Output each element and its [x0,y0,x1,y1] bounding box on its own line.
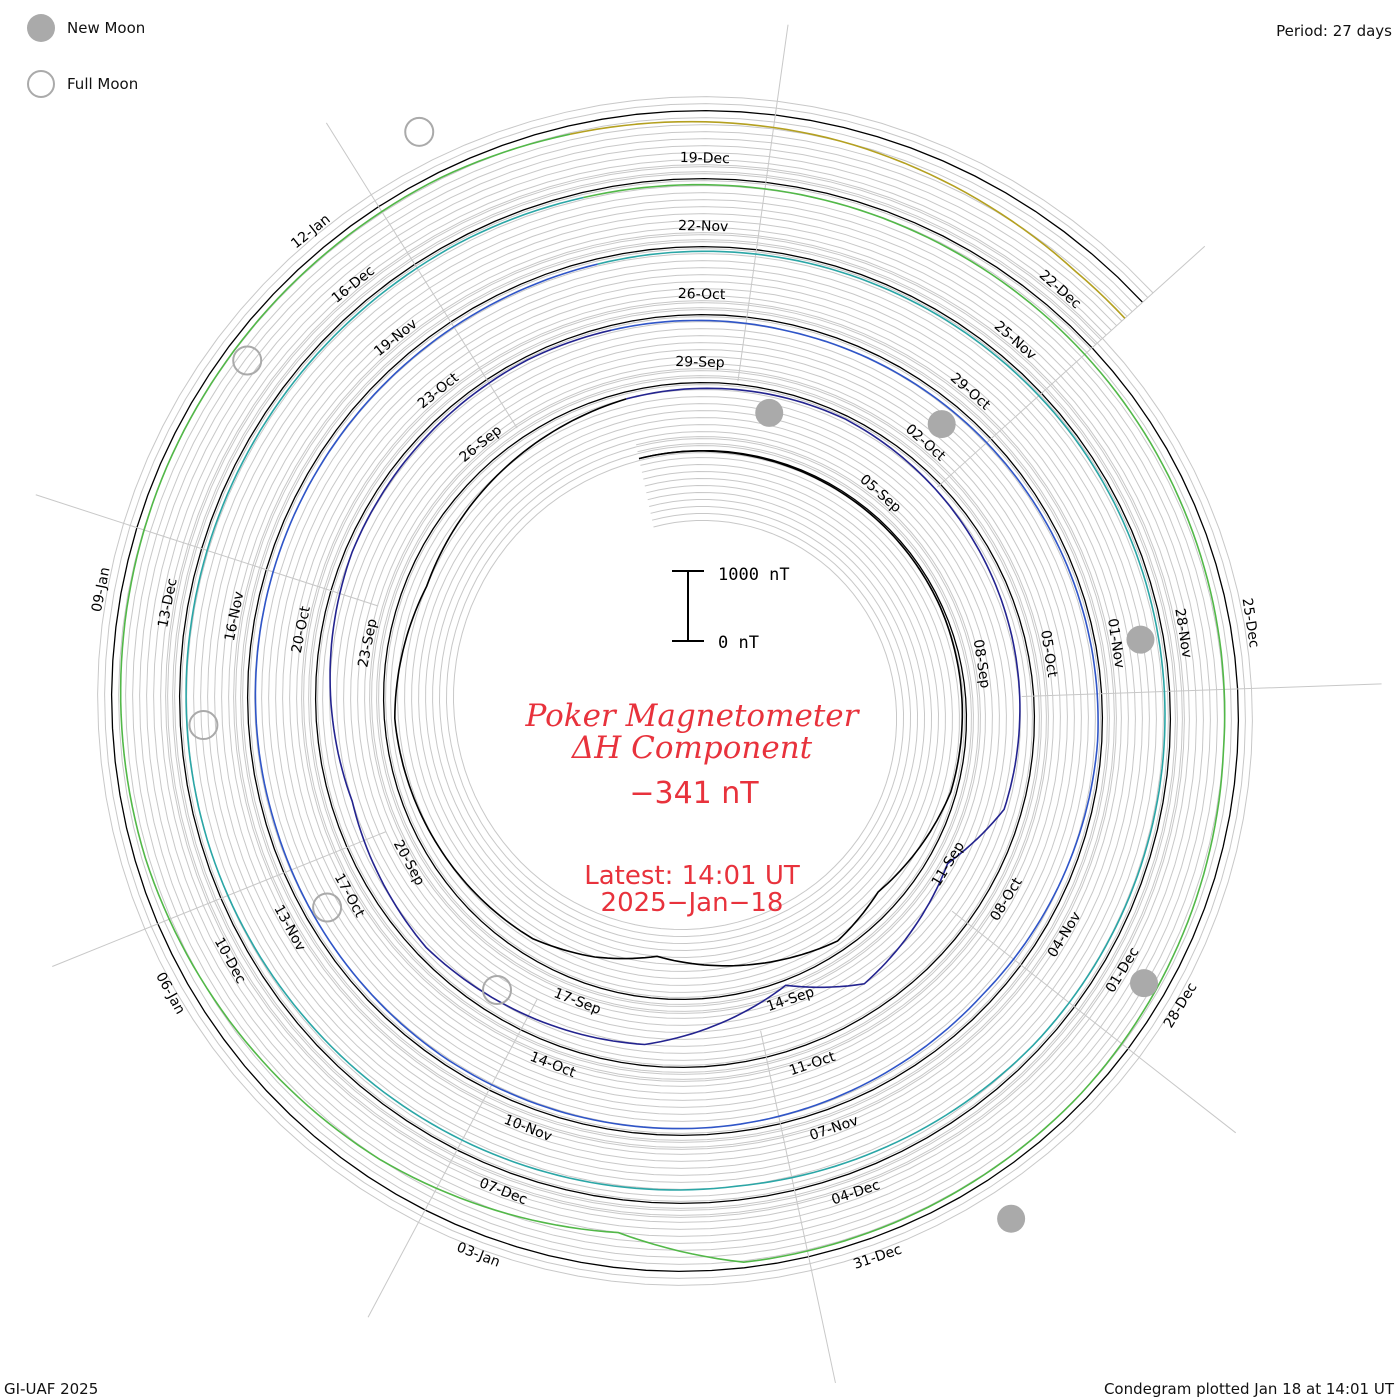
new-moon-marker [755,398,784,427]
day-spokes [35,24,1382,1384]
date-label: 20-Oct [289,604,314,654]
grid-ring [146,145,1204,1237]
legend-full-moon: Full Moon [27,70,138,98]
credit-label: GI-UAF 2025 [4,1380,99,1398]
series-rotation-5 [119,133,1226,1264]
day-spoke [367,999,538,1318]
date-label: 04-Dec [830,1177,882,1208]
scale-bottom-label: 0 nT [718,633,759,653]
date-label: 13-Dec [155,577,180,629]
date-label: 09-Jan [89,566,114,613]
date-label: 16-Dec [329,263,378,307]
date-label: 28-Nov [1171,607,1194,659]
grid-ring [139,138,1211,1244]
full-moon-label: Full Moon [67,75,139,93]
day-spoke [737,24,789,382]
date-label: 10-Nov [502,1112,555,1145]
day-spoke [951,910,1237,1134]
new-moon-icon [27,14,55,42]
chart-title-line2: ΔH Component [571,730,813,766]
series-rotation-1 [393,398,964,967]
full-moon-icon [27,70,55,98]
series-rotation-3 [254,263,1099,1130]
legend-new-moon: New Moon [27,14,145,42]
date-label: 19-Nov [371,316,420,360]
date-label: 08-Sep [970,638,993,689]
new-moon-label: New Moon [67,19,146,37]
grid-ring [132,131,1218,1251]
day-spoke [1021,683,1382,697]
day-spoke [52,831,387,967]
grid-ring [118,117,1232,1265]
grid-ring [97,96,1253,1286]
new-moon-marker [1130,969,1159,998]
latest-time: Latest: 14:01 UT [584,861,800,891]
grid-ring [160,159,1190,1223]
date-label: 31-Dec [851,1242,903,1273]
date-label: 14-Sep [765,984,817,1015]
grid-ring [153,152,1197,1230]
date-label: 05-Oct [1037,629,1060,679]
date-label: 11-Oct [787,1049,838,1080]
series-rotation-4 [185,196,1166,1191]
date-label: 22-Dec [1036,267,1084,312]
date-label: 29-Sep [675,354,725,371]
date-label: 22-Nov [678,218,729,235]
latest-date: 2025−Jan−18 [601,888,784,918]
data-series [119,120,1226,1264]
baseline-spiral [110,109,1240,1273]
full-moon-marker [232,345,263,376]
current-value: −341 nT [629,776,759,811]
day-spoke [760,1030,836,1384]
grid-ring [174,173,1176,1209]
full-moon-marker [188,710,219,741]
date-label: 01-Nov [1104,617,1127,669]
date-label: 23-Sep [355,617,380,669]
reference-rings [97,96,1253,1286]
new-moon-marker [927,410,956,439]
date-label: 06-Jan [152,970,188,1017]
date-label: 16-Nov [222,590,248,642]
date-label: 19-Dec [680,150,730,167]
new-moon-marker [997,1204,1026,1233]
series-rotation-6 [569,120,1126,319]
full-moon-marker [312,892,343,923]
moon-markers [188,116,1159,1233]
grid-ring [181,180,1169,1202]
date-label: 25-Dec [1239,597,1262,649]
grid-ring [167,166,1183,1216]
day-spoke [325,122,518,429]
series-rotation-2 [329,329,1021,1046]
plotted-timestamp: Condegram plotted Jan 18 at 14:01 UT [1103,1380,1394,1398]
date-label: 17-Sep [551,985,603,1018]
center-panel: 1000 nT 0 nT Poker Magnetometer ΔH Compo… [525,565,861,918]
date-label: 12-Jan [288,211,333,252]
day-spoke [936,245,1206,488]
period-label: Period: 27 days [1276,22,1392,40]
date-label: 07-Nov [808,1113,861,1144]
full-moon-marker [404,116,435,147]
date-label: 26-Oct [678,286,726,303]
full-moon-marker [482,974,513,1005]
chart-title-line1: Poker Magnetometer [525,698,861,734]
date-label: 07-Dec [477,1175,529,1208]
new-moon-marker [1126,625,1155,654]
date-label: 28-Dec [1161,980,1201,1031]
date-label: 03-Jan [454,1239,502,1270]
date-label: 14-Oct [528,1049,579,1081]
grid-ring [104,103,1246,1279]
scale-top-label: 1000 nT [718,565,790,585]
